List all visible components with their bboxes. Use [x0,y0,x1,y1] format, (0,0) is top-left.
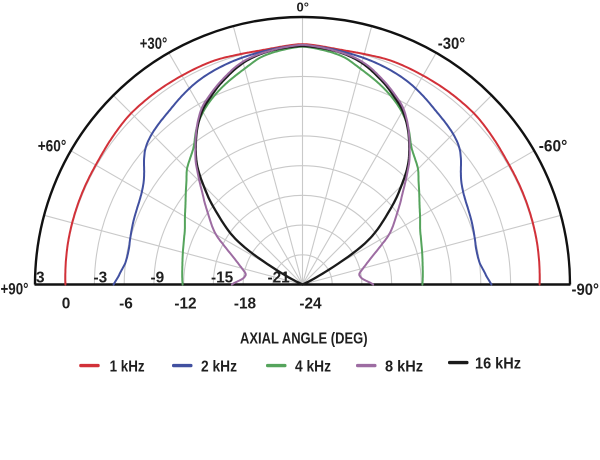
svg-text:-12: -12 [174,296,196,313]
svg-text:16 kHz: 16 kHz [475,355,521,372]
svg-text:-60°: -60° [539,137,568,156]
svg-text:+30°: +30° [140,34,168,53]
svg-text:+60°: +60° [38,137,67,156]
svg-text:-15: -15 [211,270,234,287]
svg-text:2 kHz: 2 kHz [201,358,237,375]
svg-text:-6: -6 [119,296,133,313]
svg-text:-21: -21 [268,270,291,287]
svg-text:-30°: -30° [438,34,466,53]
svg-text:-24: -24 [299,296,322,313]
svg-text:0°: 0° [296,0,308,14]
svg-text:3: 3 [36,270,45,287]
svg-text:-90°: -90° [572,280,600,299]
svg-text:-9: -9 [151,270,165,287]
svg-text:8 kHz: 8 kHz [385,358,423,375]
svg-text:-3: -3 [94,270,108,287]
svg-text:AXIAL ANGLE (DEG): AXIAL ANGLE (DEG) [240,331,368,348]
svg-text:+90°: +90° [1,280,29,299]
svg-text:1 kHz: 1 kHz [110,358,145,375]
svg-text:4 kHz: 4 kHz [295,358,331,375]
svg-text:-18: -18 [234,296,257,313]
svg-text:0: 0 [62,296,71,313]
